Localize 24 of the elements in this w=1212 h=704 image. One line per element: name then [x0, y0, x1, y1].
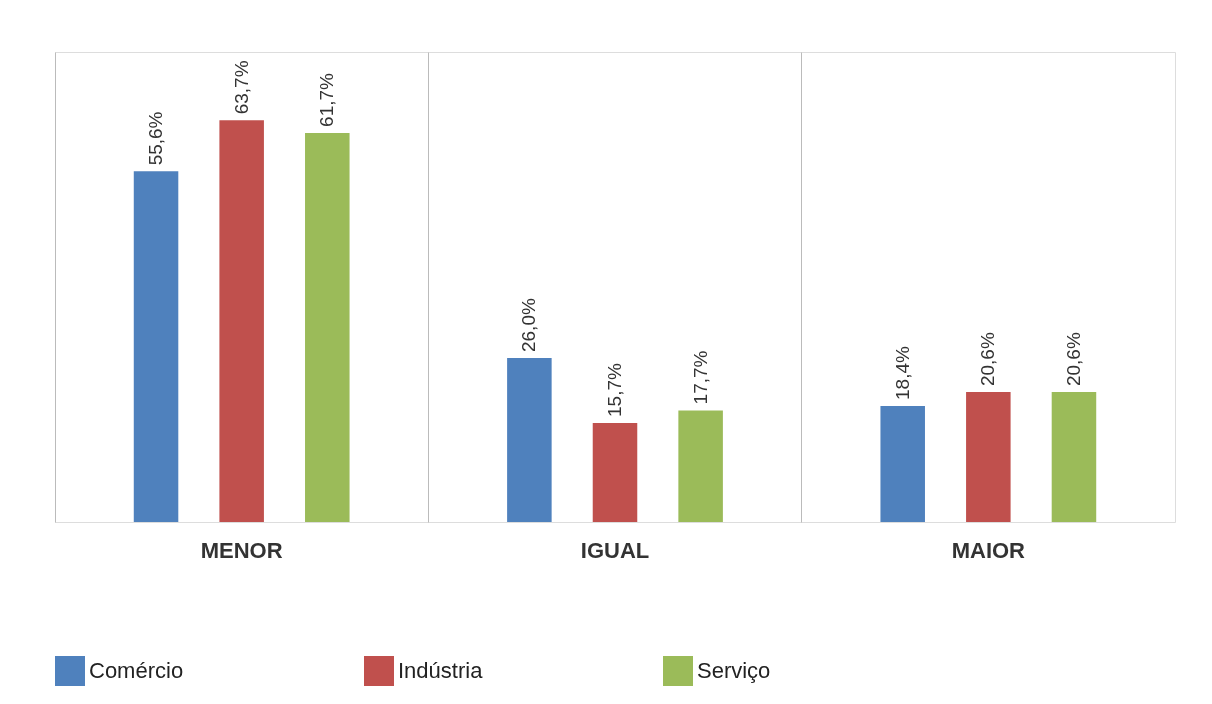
data-label: 17,7%: [689, 350, 711, 405]
data-label: 55,6%: [145, 111, 167, 166]
x-tick-label: MAIOR: [951, 537, 1026, 563]
data-label: 26,0%: [518, 298, 540, 353]
bar: [880, 405, 925, 522]
bar: [592, 422, 638, 522]
data-label: 15,7%: [604, 363, 625, 417]
bar: [133, 171, 179, 522]
bar: [305, 132, 350, 522]
data-label: 61,7%: [316, 72, 338, 127]
bar: [678, 410, 723, 522]
legend-label: Serviço: [697, 658, 771, 683]
bar: [1051, 392, 1097, 522]
data-label: 63,7%: [230, 60, 252, 115]
data-label: 18,4%: [891, 345, 913, 400]
data-label: 20,6%: [1062, 332, 1084, 387]
x-tick-label: IGUAL: [580, 537, 650, 563]
bar: [219, 120, 264, 522]
x-tick-label: MENOR: [200, 537, 283, 563]
bar: [507, 358, 552, 522]
bar: [966, 392, 1011, 522]
data-label: 20,6%: [977, 332, 999, 387]
legend-label: Indústria: [398, 658, 484, 683]
legend-label: Comércio: [89, 658, 184, 683]
